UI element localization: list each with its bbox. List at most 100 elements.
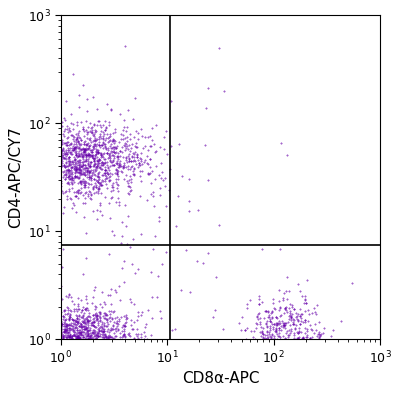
Point [135,335,141,341]
Point [97,333,103,339]
Point [76,166,83,173]
Point [77,190,83,196]
Point [63,174,70,180]
Point [85,160,91,166]
Point [114,323,120,329]
Point [144,147,151,154]
Point [261,336,268,342]
Point [96,169,102,175]
Point [287,310,293,316]
Point [61,328,67,334]
Point [120,162,127,169]
Point [65,179,72,185]
Point [118,168,124,175]
Point [66,316,72,323]
Point [118,264,125,271]
Point [70,179,77,185]
Point [96,156,102,162]
Point [98,142,104,148]
Point [61,329,68,335]
Point [92,336,98,342]
Point [123,312,129,318]
Point [64,326,70,332]
Point [76,170,82,176]
Point [304,332,310,338]
Point [87,120,93,126]
Point [70,145,77,151]
Point [68,140,75,146]
Point [103,125,109,131]
Point [84,319,90,325]
Point [107,333,113,339]
Point [138,150,144,156]
Point [74,335,81,342]
Point [135,313,141,319]
Point [274,320,280,326]
Point [85,158,92,164]
Point [80,148,87,154]
Point [272,306,278,312]
Point [268,332,275,338]
Point [144,197,150,203]
Point [287,312,293,318]
Point [144,161,151,167]
Point [80,166,86,173]
Point [63,147,69,154]
Point [75,303,81,309]
Point [77,179,84,185]
Point [83,330,89,336]
Point [94,173,101,179]
Point [117,161,123,167]
Point [256,310,262,316]
Point [98,328,104,335]
Point [186,198,192,204]
Point [205,177,211,183]
Point [136,160,142,166]
Point [295,281,302,288]
Point [73,324,79,330]
Point [286,301,293,308]
Point [104,323,110,329]
Point [92,135,98,141]
Point [80,191,86,198]
Point [91,171,97,177]
Point [276,286,282,293]
Point [276,321,282,327]
Point [104,335,110,341]
Point [108,148,114,154]
Point [89,172,96,178]
Point [242,336,249,342]
Point [82,307,89,313]
Point [105,333,111,339]
Point [287,314,294,321]
Point [349,280,355,286]
Point [95,190,102,196]
Point [107,177,114,183]
Point [90,312,96,318]
Point [78,150,84,156]
Point [107,326,113,333]
Point [96,142,102,149]
Point [59,137,66,143]
Point [92,310,99,316]
Point [79,163,85,169]
Point [100,150,107,156]
Point [64,163,70,169]
Point [294,329,301,335]
Point [100,132,106,139]
Point [158,315,164,322]
Point [67,320,74,326]
Point [84,146,90,152]
Point [87,135,93,141]
Point [87,146,93,152]
Point [91,327,98,333]
Point [74,333,81,339]
Point [96,136,102,142]
Point [74,139,81,145]
Point [88,158,94,165]
Point [76,167,82,173]
Point [113,166,119,173]
Point [62,293,69,299]
Point [91,160,98,167]
Point [259,329,265,336]
